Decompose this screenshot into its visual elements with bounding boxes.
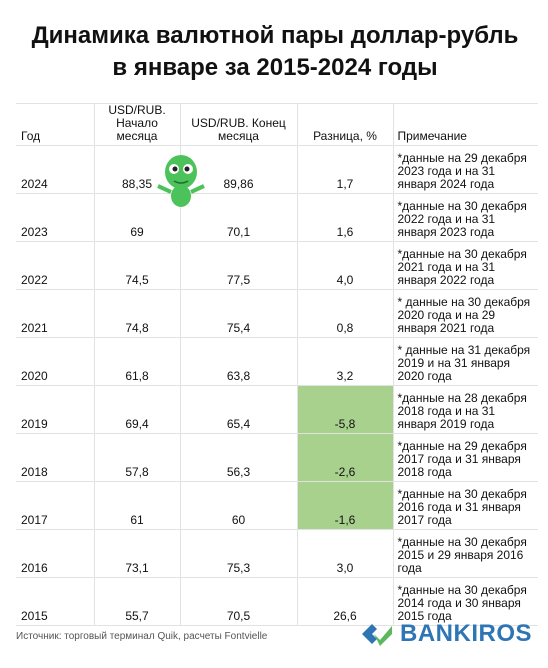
table-cell: 2016: [16, 529, 95, 578]
table-cell: 70,5: [179, 577, 298, 626]
table-row: 2015 55,7 70,5 26,6 *данные на 30 декабря 20…: [16, 577, 538, 626]
logo-text: BANKIROS: [399, 620, 532, 647]
table-row: 2016 73,1 75,3 3,0 *данные на 30 декабря 201…: [16, 529, 538, 578]
header-row: Год USD/RUB. Начало месяца USD/RUB. Конец …: [16, 103, 538, 146]
table-cell: 2019: [16, 385, 95, 434]
logo: BANKIROS: [360, 620, 532, 648]
table-row: 2022 74,5 77,5 4,0 *данные на 30 декабря 202…: [16, 241, 538, 290]
column-header: Примечание: [392, 103, 538, 146]
table-body: 2024 88,35 89,86 1,7 *данные на 29 декабря 2…: [16, 145, 538, 626]
table-cell: 2023: [16, 193, 95, 242]
table-cell: 73,1: [93, 529, 181, 578]
table-cell: 61: [93, 481, 181, 530]
table-cell: 26,6: [296, 577, 394, 626]
table-cell: 89,86: [179, 145, 298, 194]
table-cell: 2021: [16, 289, 95, 338]
table-cell: -1,6: [296, 481, 394, 530]
table-cell: 70,1: [179, 193, 298, 242]
mascot: [157, 155, 205, 207]
table-cell: 60: [179, 481, 298, 530]
title: Динамика валютной пары доллар-рубль в ян…: [31, 22, 519, 81]
table-cell: 65,4: [179, 385, 298, 434]
table-cell: *данные на 29 декабря 2023 года и на 31 …: [392, 145, 538, 194]
table-row: 2023 69 70,1 1,6 *данные на 30 декабря 2022 …: [16, 193, 538, 242]
table-cell: -5,8: [296, 385, 394, 434]
table-row: 2021 74,8 75,4 0,8 * данные на 30 декабря 20…: [16, 289, 538, 338]
table-cell: *данные на 30 декабря 2022 года и на 31 …: [392, 193, 538, 242]
table-cell: 2024: [16, 145, 95, 194]
column-header: Год: [16, 103, 95, 146]
source: Источник: торговый терминал Quik, расчет…: [16, 631, 268, 642]
table-cell: 57,8: [93, 433, 181, 482]
table-cell: *данные на 30 декабря 2021 года и на 31 …: [392, 241, 538, 290]
table-cell: *данные на 30 декабря 2016 года и 31 янв…: [392, 481, 538, 530]
table-row: 2024 88,35 89,86 1,7 *данные на 29 декабря 2…: [16, 145, 538, 194]
table-cell: 2015: [16, 577, 95, 626]
table-cell: 74,8: [93, 289, 181, 338]
table-cell: 74,5: [93, 241, 181, 290]
table-cell: 2017: [16, 481, 95, 530]
table-cell: *данные на 30 декабря 2015 и 29 января 2…: [392, 529, 538, 578]
table-cell: 0,8: [296, 289, 394, 338]
table-cell: 75,3: [179, 529, 298, 578]
table-cell: *данные на 29 декабря 2017 года и 31 янв…: [392, 433, 538, 482]
table-cell: 4,0: [296, 241, 394, 290]
table-cell: 2020: [16, 337, 95, 386]
table-cell: 3,0: [296, 529, 394, 578]
table-cell: -2,6: [296, 433, 394, 482]
table-row: 2018 57,8 56,3 -2,6 *данные на 29 декабря 20…: [16, 433, 538, 482]
column-header: USD/RUB. Конец месяца: [179, 103, 298, 146]
table-cell: 77,5: [179, 241, 298, 290]
logo-icon: [361, 624, 392, 646]
column-header: Разница, %: [296, 103, 394, 146]
table-row: 2017 61 60 -1,6 *данные на 30 декабря 2016 г…: [16, 481, 538, 530]
table-cell: 55,7: [93, 577, 181, 626]
table-cell: 2022: [16, 241, 95, 290]
table-cell: 2018: [16, 433, 95, 482]
table-row: 2020 61,8 63,8 3,2 * данные на 31 декабря 20…: [16, 337, 538, 386]
table-cell: 63,8: [179, 337, 298, 386]
table-cell: 1,7: [296, 145, 394, 194]
table-cell: 75,4: [179, 289, 298, 338]
table-cell: 3,2: [296, 337, 394, 386]
data-table: Год USD/RUB. Начало месяца USD/RUB. Конец …: [16, 103, 538, 626]
column-header: USD/RUB. Начало месяца: [93, 103, 181, 146]
table-cell: 61,8: [93, 337, 181, 386]
table-cell: *данные на 30 декабря 2014 года и 30 янв…: [392, 577, 538, 626]
table-cell: 56,3: [179, 433, 298, 482]
table-cell: *данные на 28 декабря 2018 года и на 31 …: [392, 385, 538, 434]
table-cell: * данные на 30 декабря 2020 года и на 29…: [392, 289, 538, 338]
table-cell: 69,4: [93, 385, 181, 434]
table-cell: 1,6: [296, 193, 394, 242]
table-cell: * данные на 31 декабря 2019 и на 31 янва…: [392, 337, 538, 386]
table-row: 2019 69,4 65,4 -5,8 *данные на 28 декабря 20…: [16, 385, 538, 434]
